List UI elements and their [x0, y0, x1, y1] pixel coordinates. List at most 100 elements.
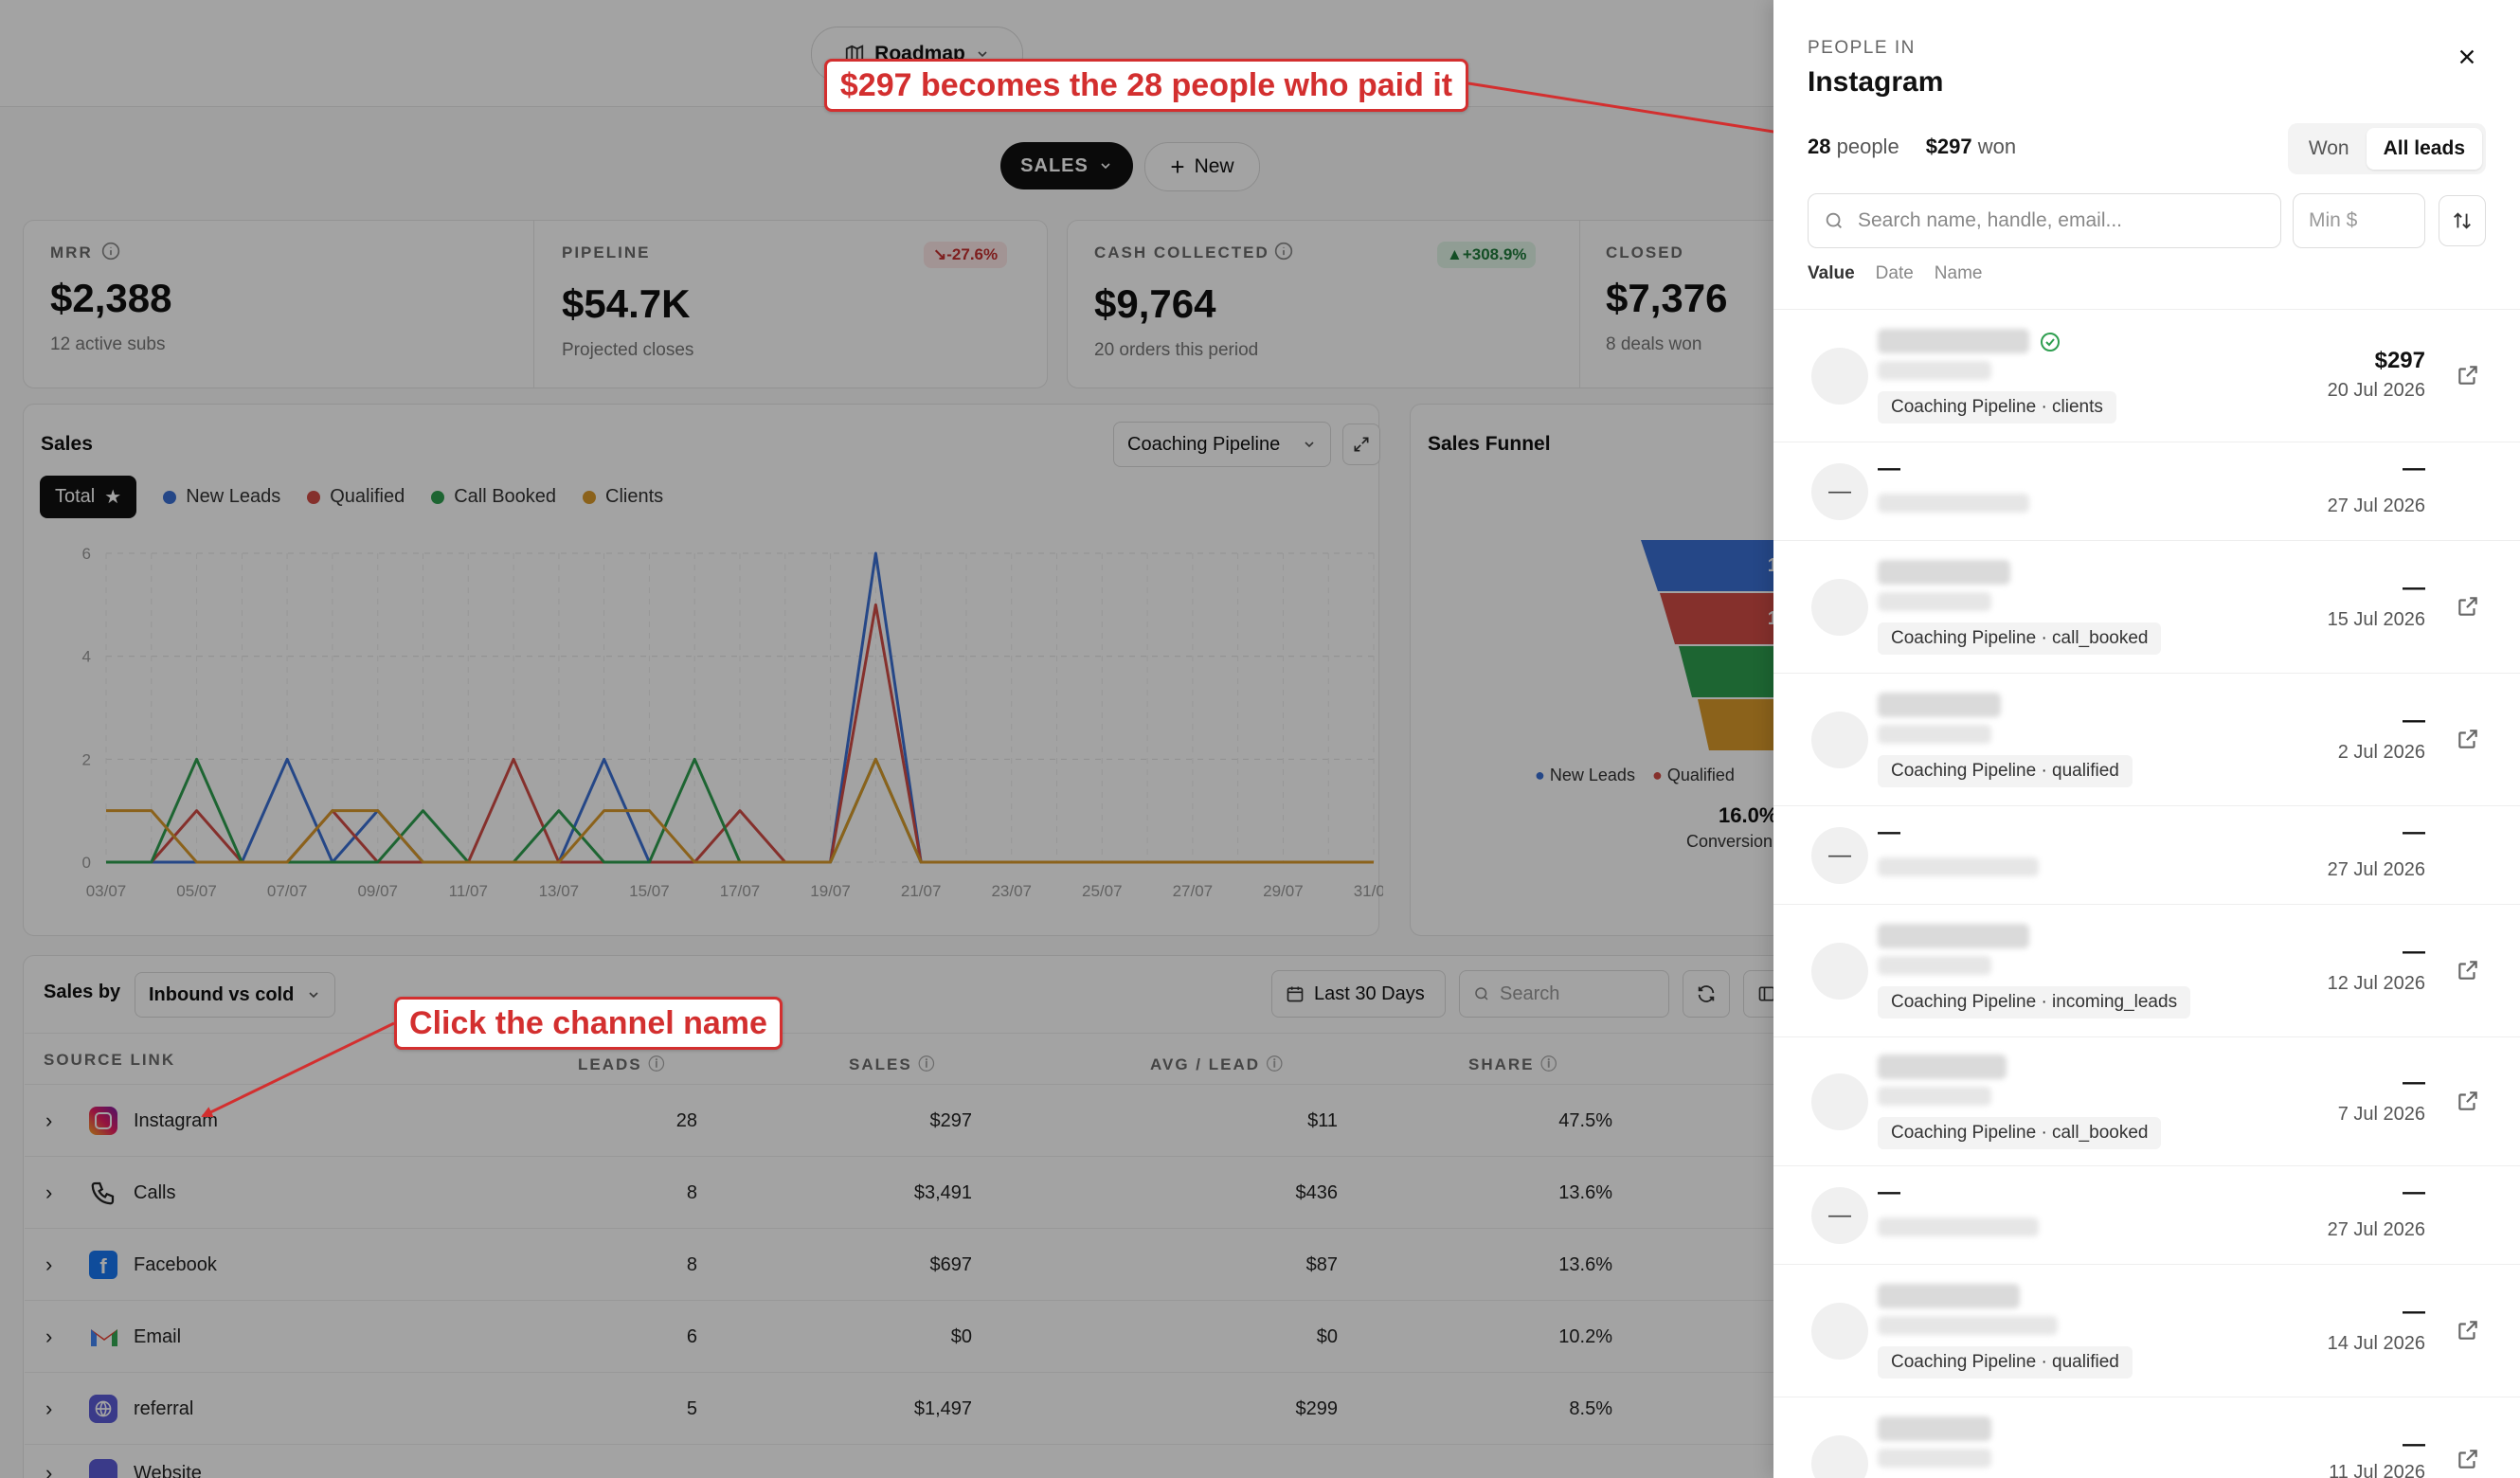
info-icon: ⓘ: [648, 1055, 667, 1073]
avatar: [1811, 579, 1868, 636]
toggle-all-leads[interactable]: All leads: [2366, 128, 2482, 170]
chevron-right-icon[interactable]: ›: [45, 1397, 53, 1420]
table-search-input[interactable]: Search: [1459, 970, 1669, 1018]
chevron-right-icon[interactable]: ›: [45, 1108, 53, 1132]
col-source[interactable]: SOURCE LINK: [44, 1051, 176, 1069]
col-leads[interactable]: LEADS ⓘ: [578, 1051, 666, 1074]
funnel-step-value: 19: [1767, 554, 1773, 576]
sales-by-select-value: Inbound vs cold: [149, 983, 295, 1005]
source-name[interactable]: Website: [134, 1462, 202, 1478]
funnel-title: Sales Funnel: [1428, 433, 1551, 455]
sales-view-pill[interactable]: SALES: [1000, 142, 1133, 189]
table-row[interactable]: › referral 5 $1,497 $299 8.5%: [25, 1372, 1773, 1445]
person-value: —: [2403, 1432, 2425, 1457]
source-name[interactable]: Facebook: [134, 1253, 217, 1275]
person-row[interactable]: Coaching Pipeline · qualified — 2 Jul 20…: [1773, 673, 2520, 806]
columns-button[interactable]: [1743, 970, 1773, 1018]
blurred-handle: [1878, 1087, 1991, 1106]
instagram-icon: [89, 1085, 117, 1157]
source-name[interactable]: Instagram: [134, 1109, 218, 1131]
chevron-right-icon[interactable]: ›: [45, 1325, 53, 1348]
external-link-icon[interactable]: [2456, 727, 2480, 751]
sales-by-select[interactable]: Inbound vs cold: [135, 972, 335, 1018]
person-row[interactable]: Coaching Pipeline · call_booked — 15 Jul…: [1773, 540, 2520, 674]
source-name[interactable]: Calls: [134, 1181, 176, 1203]
sales-value: $297: [929, 1109, 973, 1131]
person-row[interactable]: Coaching Pipeline · clients $297 20 Jul …: [1773, 309, 2520, 442]
person-row[interactable]: Coaching Pipeline · incoming_leads — 12 …: [1773, 904, 2520, 1037]
chevron-right-icon[interactable]: ›: [45, 1461, 53, 1478]
external-link-icon[interactable]: [2456, 958, 2480, 982]
plus-icon: +: [1170, 153, 1185, 181]
legend-new-leads[interactable]: New Leads: [163, 486, 280, 508]
external-link-icon[interactable]: [2456, 594, 2480, 619]
callout-top: $297 becomes the 28 people who paid it: [824, 59, 1468, 112]
external-link-icon[interactable]: [2456, 1447, 2480, 1471]
funnel-conversion-value: 16.0%: [1719, 803, 1773, 827]
table-row[interactable]: › Instagram 28 $297 $11 47.5%: [25, 1084, 1773, 1157]
toggle-won[interactable]: Won: [2308, 137, 2349, 159]
sort-direction-button[interactable]: [2439, 195, 2486, 246]
funnel-step: 15: [1660, 593, 1773, 644]
external-link-icon[interactable]: [2456, 363, 2480, 388]
refresh-button[interactable]: [1683, 970, 1730, 1018]
external-link-icon[interactable]: [2456, 1089, 2480, 1113]
blurred-name: [1878, 1284, 2020, 1308]
col-avg[interactable]: AVG / LEAD ⓘ: [1150, 1051, 1285, 1074]
sort-tab-date[interactable]: Date: [1875, 263, 1914, 283]
source-name[interactable]: Email: [134, 1325, 182, 1347]
table-row[interactable]: › Website: [25, 1444, 1773, 1478]
person-name: —: [1878, 456, 1900, 481]
panel-kicker: PEOPLE IN: [1808, 38, 1916, 58]
col-share[interactable]: SHARE ⓘ: [1468, 1051, 1558, 1074]
sort-tab-name[interactable]: Name: [1934, 263, 1983, 283]
cash-label: CASH COLLECTED: [1094, 243, 1269, 261]
person-row[interactable]: — — — 27 Jul 2026: [1773, 1165, 2520, 1265]
trend-up-icon: ▲: [1447, 245, 1463, 263]
legend-clients[interactable]: Clients: [583, 486, 663, 508]
share-value: 13.6%: [1558, 1181, 1612, 1203]
source-name[interactable]: referral: [134, 1397, 194, 1419]
table-row[interactable]: › f Facebook 8 $697 $87 13.6%: [25, 1228, 1773, 1301]
date-range-button[interactable]: Last 30 Days: [1271, 970, 1446, 1018]
sales-pill-label: SALES: [1020, 154, 1089, 176]
person-date: 27 Jul 2026: [2327, 496, 2425, 516]
facebook-icon: f: [89, 1229, 117, 1301]
new-button[interactable]: + New: [1144, 142, 1260, 191]
pipeline-select[interactable]: Coaching Pipeline: [1113, 422, 1331, 467]
chevron-down-icon: [309, 992, 318, 999]
sales-value: $1,497: [913, 1397, 972, 1419]
legend-dot: [583, 490, 597, 504]
legend-label: New Leads: [186, 486, 281, 507]
person-row[interactable]: — — — 27 Jul 2026: [1773, 805, 2520, 905]
chevron-right-icon[interactable]: ›: [45, 1253, 53, 1276]
legend-call-booked[interactable]: Call Booked: [431, 486, 556, 508]
expand-button[interactable]: [1342, 424, 1380, 465]
person-row[interactable]: — — — 27 Jul 2026: [1773, 442, 2520, 541]
panel-search-input[interactable]: Search name, handle, email...: [1808, 193, 2281, 248]
table-row[interactable]: › Email 6 $0 $0 10.2%: [25, 1300, 1773, 1373]
person-row[interactable]: — 11 Jul 2026: [1773, 1397, 2520, 1478]
trend-down-icon: ↘: [933, 245, 947, 263]
legend-total-label: Total: [55, 486, 96, 507]
blurred-handle: [1878, 494, 2029, 513]
min-value-input[interactable]: Min $: [2293, 193, 2425, 248]
phone-icon: [89, 1157, 117, 1229]
sort-tabs: Value Date Name: [1808, 263, 1982, 284]
person-row[interactable]: Coaching Pipeline · qualified — 14 Jul 2…: [1773, 1264, 2520, 1397]
close-button[interactable]: [2452, 42, 2482, 72]
legend-qualified[interactable]: Qualified: [307, 486, 405, 508]
chevron-right-icon[interactable]: ›: [45, 1181, 53, 1204]
pipeline-badge-value: -27.6%: [946, 245, 999, 263]
pipeline-badge: ↘-27.6%: [924, 242, 1008, 268]
blurred-handle: [1878, 956, 1991, 975]
external-link-icon[interactable]: [2456, 1318, 2480, 1343]
person-date: 7 Jul 2026: [2337, 1104, 2425, 1125]
person-row[interactable]: Coaching Pipeline · call_booked — 7 Jul …: [1773, 1036, 2520, 1166]
col-sales[interactable]: SALES ⓘ: [849, 1051, 936, 1074]
table-row[interactable]: › Calls 8 $3,491 $436 13.6%: [25, 1156, 1773, 1229]
legend-dot: [163, 490, 177, 504]
sort-tab-value[interactable]: Value: [1808, 263, 1855, 283]
legend-total-chip[interactable]: Total ★: [40, 476, 137, 518]
panel-summary: 28 people $297 won: [1808, 135, 2016, 159]
